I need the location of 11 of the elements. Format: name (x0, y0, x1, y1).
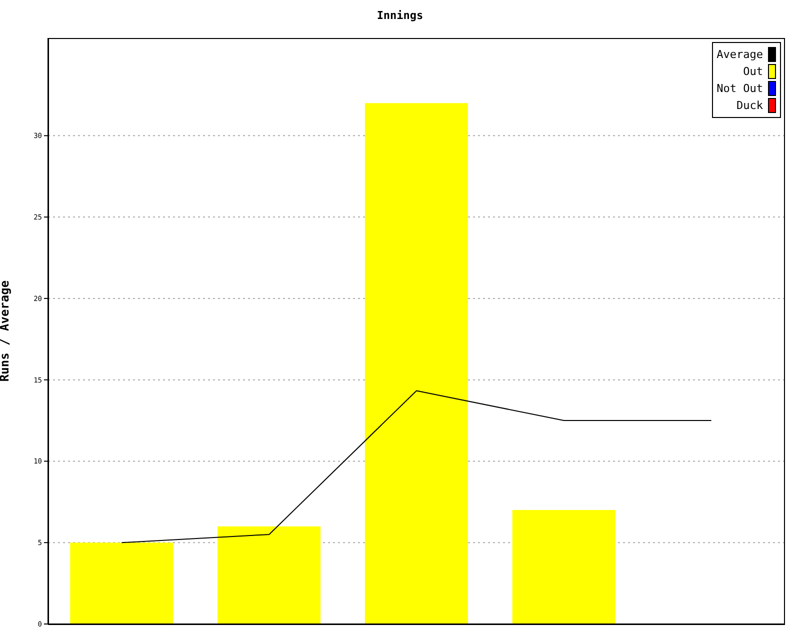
bar (364, 103, 468, 624)
chart-title: Innings (376, 9, 424, 22)
y-axis-title: Runs / Average (0, 280, 12, 382)
legend-label: Out (743, 65, 763, 78)
bar (218, 526, 321, 624)
legend-label: Duck (736, 99, 763, 112)
bar (512, 510, 616, 624)
line-series (121, 390, 712, 544)
legend-label: Not Out (716, 82, 763, 95)
bar (70, 542, 174, 624)
legend-label: Average (716, 48, 763, 61)
